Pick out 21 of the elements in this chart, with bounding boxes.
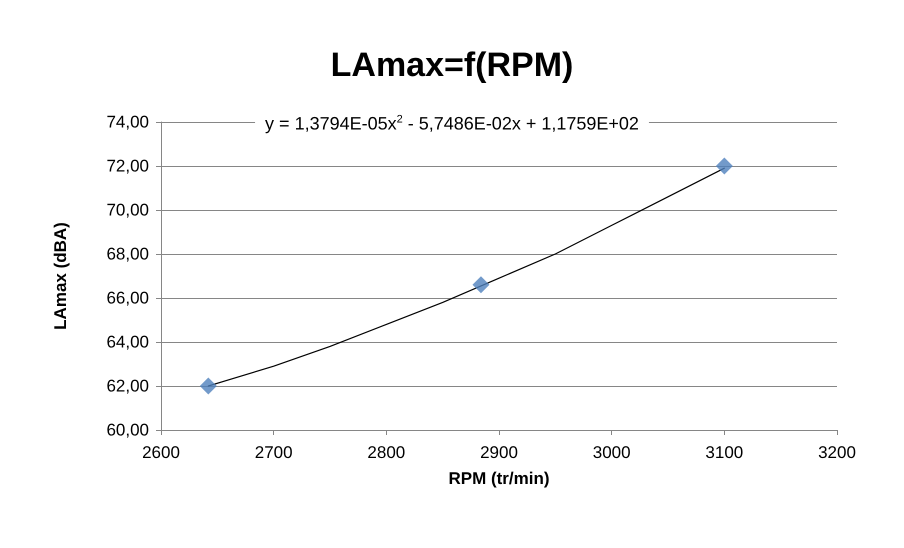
x-tick-label: 2600 [142,443,180,462]
point [472,276,490,294]
x-tick-label: 3100 [705,443,744,462]
x-tick-label: 3200 [818,443,856,462]
y-tick-label: 64,00 [106,332,149,352]
x-tick-label: 2800 [367,443,406,462]
y-tick-label: 62,00 [106,376,149,396]
y-tick-label: 70,00 [106,200,149,220]
y-tick-label: 66,00 [106,288,149,308]
x-tick-label: 2700 [254,443,293,462]
y-tick-label: 68,00 [106,244,149,264]
y-axis-title: LAmax (dBA) [51,222,70,330]
y-tick-label: 74,00 [106,112,149,132]
x-axis-title: RPM (tr/min) [448,469,550,488]
point [200,378,217,394]
x-tick-label: 2900 [480,443,518,462]
y-tick-label: 72,00 [106,156,149,176]
point [716,158,733,174]
chart-title: LAmax=f(RPM) [330,46,574,84]
x-tick-label: 3000 [592,443,631,462]
y-tick-label: 60,00 [106,420,149,440]
